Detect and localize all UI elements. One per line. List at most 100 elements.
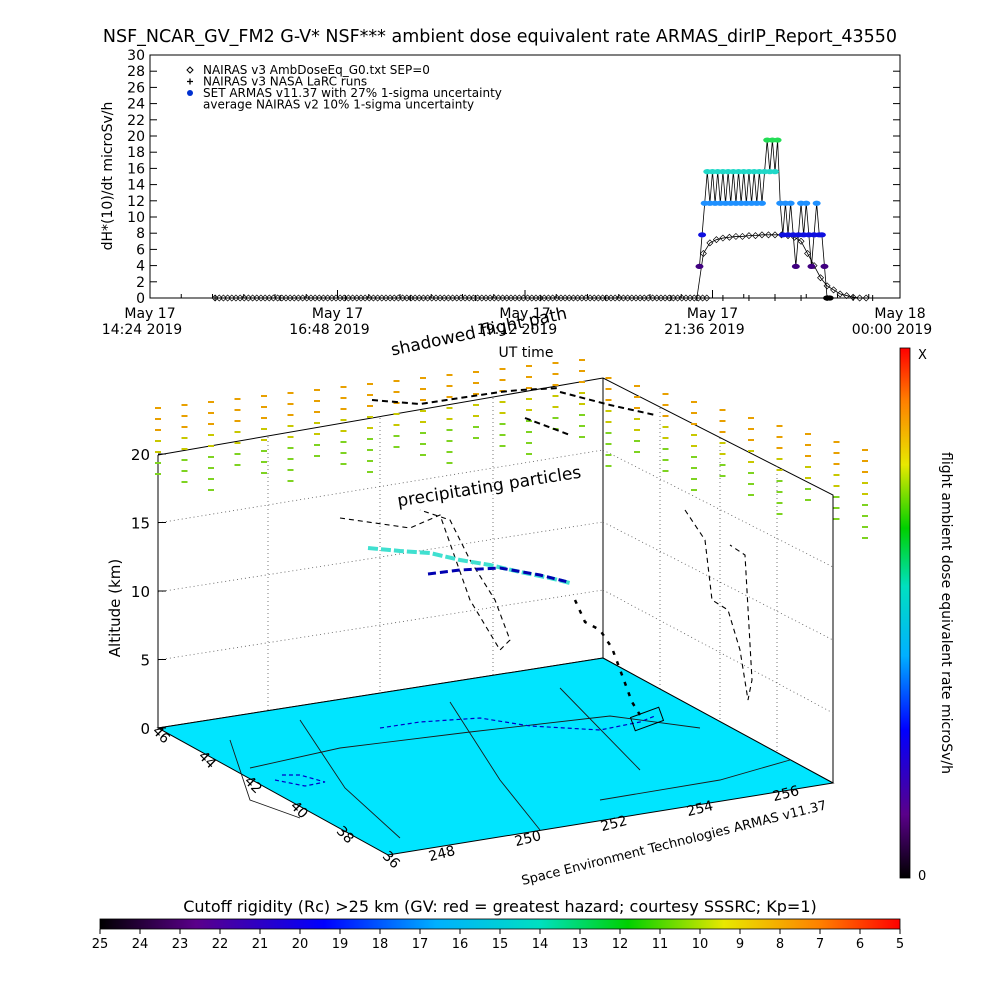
legend-plus-marker xyxy=(187,78,193,85)
y-tick-label: 20 xyxy=(127,129,145,145)
precipitating-particles-annotation: precipitating particles xyxy=(396,463,583,512)
series-larc-point xyxy=(277,295,284,301)
flight-path xyxy=(367,546,642,716)
y-tick-label: 8 xyxy=(136,226,145,242)
y-tick-label: 0 xyxy=(136,291,145,307)
series-larc-point xyxy=(667,295,674,301)
airport-marker xyxy=(629,706,665,732)
series-armas-point xyxy=(820,263,829,270)
series-armas-point xyxy=(695,263,704,270)
legend-diamond-marker xyxy=(186,66,194,74)
y-tick-label: 16 xyxy=(127,161,145,177)
footer-tick-label: 23 xyxy=(172,937,189,952)
path-shadow-top xyxy=(371,387,656,436)
footer-tick-label: 9 xyxy=(736,937,744,952)
series-armas-point xyxy=(786,200,795,206)
x-tick-label-date: May 17 xyxy=(499,306,550,322)
ground-surface xyxy=(156,657,835,856)
series-nairas-v3-point xyxy=(823,282,831,290)
footer-tick-label: 20 xyxy=(292,937,309,952)
footer-tick-label: 13 xyxy=(572,937,589,952)
series-larc-point xyxy=(772,295,778,301)
x-tick-label-date: May 18 xyxy=(874,306,925,322)
y-tick-label: 26 xyxy=(127,80,145,96)
series-nairas-v3-point xyxy=(738,232,746,240)
series-armas-point xyxy=(791,263,800,270)
footer-tick-label: 10 xyxy=(692,937,709,952)
longitude-tick-label: 248 xyxy=(427,843,457,865)
series-larc-point xyxy=(537,295,544,301)
series-larc-point xyxy=(850,295,857,301)
series-nairas-v3-point xyxy=(843,292,851,300)
altitude-tick-label: 5 xyxy=(140,652,150,670)
ground-track xyxy=(274,715,656,787)
series-armas-point xyxy=(698,232,707,238)
footer-tick-label: 8 xyxy=(776,937,784,952)
y-tick-label: 24 xyxy=(127,97,145,113)
footer-tick-label: 11 xyxy=(652,937,669,952)
x-tick-label-date: May 17 xyxy=(687,306,738,322)
x-tick-label-time: 19:12 2019 xyxy=(477,322,557,338)
y-tick-label: 12 xyxy=(127,194,145,210)
wall-grid xyxy=(157,398,834,752)
series-nairas-v3-point xyxy=(703,294,711,302)
y-axis-label: dH*(10)/dt microSv/h xyxy=(100,102,116,251)
dose-colorbar: X 0 flight ambient dose equivalent rate … xyxy=(899,347,954,884)
x-tick-label-time: 16:48 2019 xyxy=(289,322,369,338)
series-armas-point xyxy=(807,263,816,270)
y-tick-label: 2 xyxy=(136,275,145,291)
series-nairas-v3-point xyxy=(804,249,812,257)
x-tick-label-time: 00:00 2019 xyxy=(852,322,932,338)
footer-tick-label: 24 xyxy=(132,937,149,952)
y-tick-label: 22 xyxy=(127,113,145,129)
y-tick-label: 28 xyxy=(127,64,145,80)
altitude-tick-label: 15 xyxy=(131,515,150,533)
dose-grid-dashes xyxy=(155,359,868,539)
footer-tick-label: 18 xyxy=(372,937,389,952)
series-nairas-v3-point xyxy=(706,239,714,247)
series-nairas-v3-point xyxy=(764,231,772,239)
series-nairas-v3-point xyxy=(699,249,707,257)
back-wall-right xyxy=(602,377,834,783)
footer-tick-label: 12 xyxy=(612,937,629,952)
footer-tick-label: 16 xyxy=(452,937,469,952)
series-nairas-v3-point xyxy=(725,233,733,241)
y-tick-label: 30 xyxy=(127,48,145,64)
path-shadow-left xyxy=(339,509,511,651)
footer-tick-label: 15 xyxy=(492,937,509,952)
series-nairas-v3-point xyxy=(862,294,870,302)
series-armas-point xyxy=(773,137,782,143)
map-borders xyxy=(229,687,791,839)
series-nairas-v3-point xyxy=(712,236,720,244)
series-nairas-v3-point xyxy=(732,232,740,240)
colorbar-top-label: X xyxy=(918,348,927,363)
series-armas-point xyxy=(825,295,834,301)
series-nairas-v3-point xyxy=(771,231,779,239)
altitude-ticks: 0 5 10 15 20 xyxy=(131,446,166,738)
y-tick-label: 4 xyxy=(136,259,145,275)
series-armas-line xyxy=(699,140,830,299)
x-tick-label-time: 21:36 2019 xyxy=(664,322,744,338)
series-nairas-v3-point xyxy=(745,232,753,240)
x-axis-label: UT time xyxy=(499,345,554,361)
cutoff-rigidity-ticks: 25 24 23 22 21 20 19 18 17 16 15 14 13 12 11 10 9 8 7 6 5 xyxy=(92,929,904,952)
altitude-axis-label: Altitude (km) xyxy=(106,559,124,657)
footer-tick-label: 14 xyxy=(532,937,549,952)
series-larc-point xyxy=(212,295,219,301)
legend-entry: NAIRAS v3 AmbDoseEq_G0.txt SEP=0 xyxy=(203,63,430,77)
altitude-tick-label: 20 xyxy=(131,446,150,464)
colorbar-vertical xyxy=(899,347,911,879)
series-larc-point xyxy=(407,295,414,301)
footer-tick-label: 5 xyxy=(896,937,904,952)
series-nairas-v3-point xyxy=(751,232,759,240)
series-nairas-v3-point xyxy=(758,231,766,239)
y-tick-label: 10 xyxy=(127,210,145,226)
series-layer xyxy=(211,137,876,302)
y-tick-label: 6 xyxy=(136,242,145,258)
path-shadow-right xyxy=(684,509,753,701)
series-nairas-v3-point xyxy=(719,234,727,242)
longitude-tick-label: 250 xyxy=(513,828,543,850)
